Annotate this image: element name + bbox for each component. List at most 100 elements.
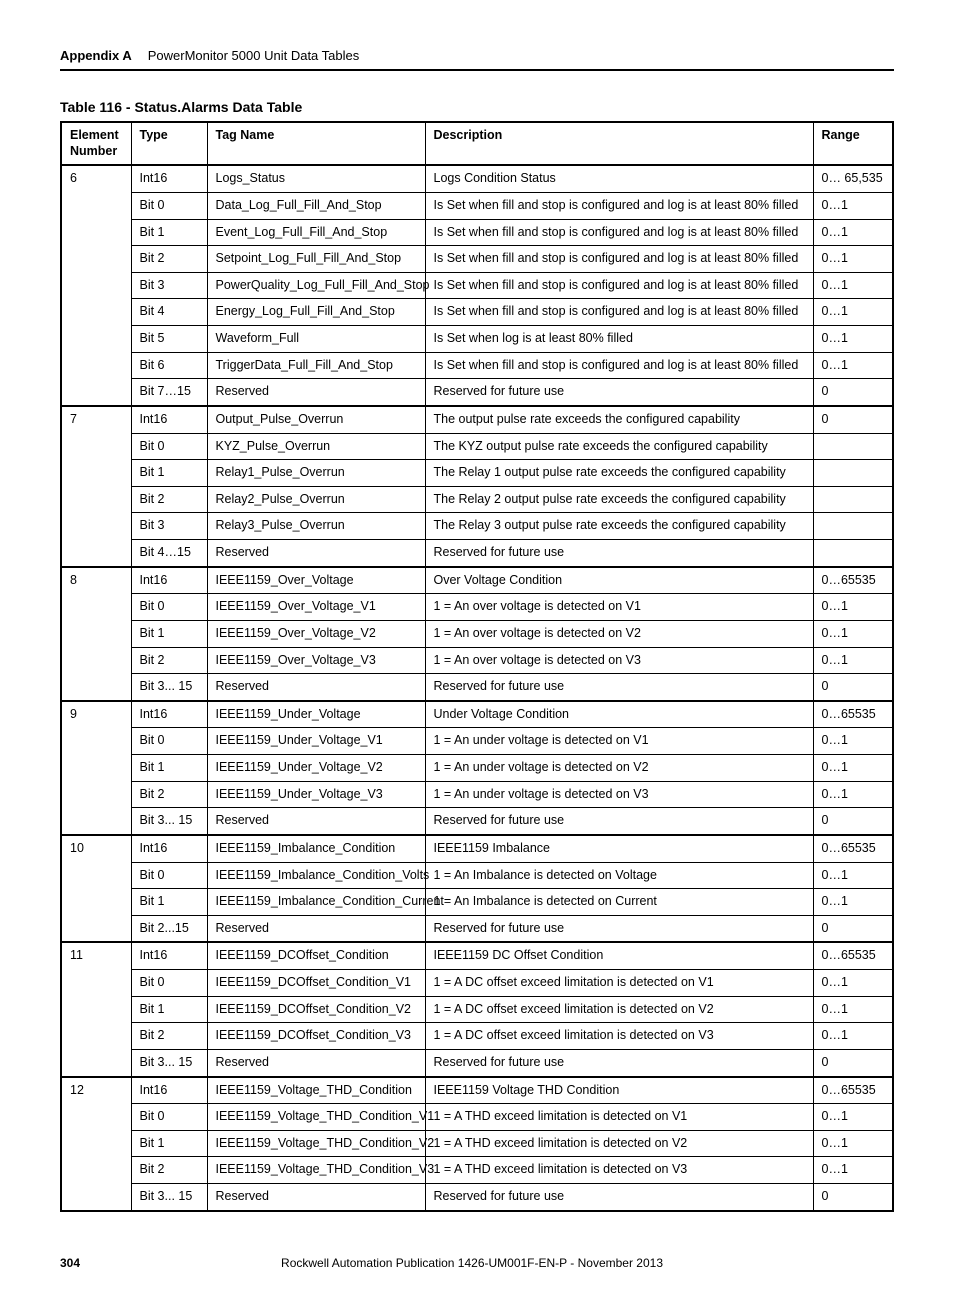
desc-cell: Reserved for future use bbox=[425, 1184, 813, 1211]
table-row: 8Int16IEEE1159_Over_VoltageOver Voltage … bbox=[61, 567, 893, 594]
range-cell: 0 bbox=[813, 379, 893, 406]
desc-cell: 1 = An over voltage is detected on V2 bbox=[425, 620, 813, 647]
col-element: Element Number bbox=[61, 122, 131, 165]
type-cell: Bit 2 bbox=[131, 486, 207, 513]
table-row: Bit 5Waveform_FullIs Set when log is at … bbox=[61, 326, 893, 353]
type-cell: Bit 2 bbox=[131, 781, 207, 808]
tag-cell: Reserved bbox=[207, 808, 425, 835]
desc-cell: 1 = An under voltage is detected on V2 bbox=[425, 755, 813, 782]
col-type: Type bbox=[131, 122, 207, 165]
table-header-row: Element Number Type Tag Name Description… bbox=[61, 122, 893, 165]
range-cell bbox=[813, 513, 893, 540]
table-row: Bit 2Setpoint_Log_Full_Fill_And_StopIs S… bbox=[61, 246, 893, 273]
tag-cell: Reserved bbox=[207, 674, 425, 701]
range-cell: 0…1 bbox=[813, 620, 893, 647]
table-row: Bit 3... 15ReservedReserved for future u… bbox=[61, 1184, 893, 1211]
range-cell bbox=[813, 433, 893, 460]
table-row: Bit 0KYZ_Pulse_OverrunThe KYZ output pul… bbox=[61, 433, 893, 460]
tag-cell: Data_Log_Full_Fill_And_Stop bbox=[207, 192, 425, 219]
tag-cell: IEEE1159_DCOffset_Condition_V1 bbox=[207, 970, 425, 997]
element-number: 7 bbox=[61, 406, 131, 567]
type-cell: Int16 bbox=[131, 835, 207, 862]
table-row: 12Int16IEEE1159_Voltage_THD_ConditionIEE… bbox=[61, 1077, 893, 1104]
page-header: Appendix A PowerMonitor 5000 Unit Data T… bbox=[60, 48, 894, 71]
desc-cell: Is Set when fill and stop is configured … bbox=[425, 219, 813, 246]
type-cell: Bit 1 bbox=[131, 219, 207, 246]
range-cell: 0 bbox=[813, 808, 893, 835]
tag-cell: Reserved bbox=[207, 915, 425, 942]
type-cell: Bit 0 bbox=[131, 728, 207, 755]
range-cell: 0…1 bbox=[813, 781, 893, 808]
desc-cell: Reserved for future use bbox=[425, 540, 813, 567]
type-cell: Bit 7…15 bbox=[131, 379, 207, 406]
table-row: Bit 3... 15ReservedReserved for future u… bbox=[61, 808, 893, 835]
type-cell: Bit 3... 15 bbox=[131, 808, 207, 835]
type-cell: Bit 3... 15 bbox=[131, 1049, 207, 1076]
type-cell: Bit 3... 15 bbox=[131, 1184, 207, 1211]
range-cell: 0…1 bbox=[813, 647, 893, 674]
desc-cell: 1 = A THD exceed limitation is detected … bbox=[425, 1157, 813, 1184]
table-row: Bit 1IEEE1159_Over_Voltage_V21 = An over… bbox=[61, 620, 893, 647]
table-title: Table 116 - Status.Alarms Data Table bbox=[60, 99, 894, 115]
tag-cell: IEEE1159_DCOffset_Condition_V3 bbox=[207, 1023, 425, 1050]
desc-cell: Logs Condition Status bbox=[425, 165, 813, 192]
tag-cell: Output_Pulse_Overrun bbox=[207, 406, 425, 433]
range-cell bbox=[813, 486, 893, 513]
type-cell: Bit 0 bbox=[131, 594, 207, 621]
tag-cell: KYZ_Pulse_Overrun bbox=[207, 433, 425, 460]
desc-cell: 1 = An Imbalance is detected on Current bbox=[425, 889, 813, 916]
type-cell: Bit 1 bbox=[131, 1130, 207, 1157]
range-cell: 0…1 bbox=[813, 219, 893, 246]
tag-cell: Reserved bbox=[207, 540, 425, 567]
range-cell: 0…1 bbox=[813, 970, 893, 997]
type-cell: Bit 1 bbox=[131, 889, 207, 916]
type-cell: Bit 2 bbox=[131, 647, 207, 674]
tag-cell: IEEE1159_Voltage_THD_Condition_V2 bbox=[207, 1130, 425, 1157]
range-cell bbox=[813, 540, 893, 567]
range-cell: 0…1 bbox=[813, 1130, 893, 1157]
tag-cell: Reserved bbox=[207, 1049, 425, 1076]
type-cell: Bit 3 bbox=[131, 513, 207, 540]
desc-cell: Reserved for future use bbox=[425, 379, 813, 406]
range-cell: 0…1 bbox=[813, 326, 893, 353]
type-cell: Bit 1 bbox=[131, 996, 207, 1023]
tag-cell: PowerQuality_Log_Full_Fill_And_Stop bbox=[207, 272, 425, 299]
type-cell: Bit 1 bbox=[131, 620, 207, 647]
range-cell: 0…65535 bbox=[813, 942, 893, 969]
desc-cell: 1 = An under voltage is detected on V3 bbox=[425, 781, 813, 808]
tag-cell: IEEE1159_Under_Voltage_V2 bbox=[207, 755, 425, 782]
page-number: 304 bbox=[60, 1256, 80, 1270]
tag-cell: IEEE1159_Over_Voltage_V1 bbox=[207, 594, 425, 621]
tag-cell: IEEE1159_Imbalance_Condition_Volts bbox=[207, 862, 425, 889]
desc-cell: The Relay 3 output pulse rate exceeds th… bbox=[425, 513, 813, 540]
desc-cell: IEEE1159 Imbalance bbox=[425, 835, 813, 862]
type-cell: Bit 0 bbox=[131, 433, 207, 460]
type-cell: Bit 0 bbox=[131, 192, 207, 219]
type-cell: Int16 bbox=[131, 701, 207, 728]
tag-cell: IEEE1159_DCOffset_Condition_V2 bbox=[207, 996, 425, 1023]
table-row: Bit 3PowerQuality_Log_Full_Fill_And_Stop… bbox=[61, 272, 893, 299]
type-cell: Bit 1 bbox=[131, 460, 207, 487]
table-row: 10Int16IEEE1159_Imbalance_ConditionIEEE1… bbox=[61, 835, 893, 862]
doc-title: PowerMonitor 5000 Unit Data Tables bbox=[148, 48, 360, 63]
type-cell: Bit 5 bbox=[131, 326, 207, 353]
table-row: 6Int16Logs_StatusLogs Condition Status0…… bbox=[61, 165, 893, 192]
table-row: Bit 1IEEE1159_Imbalance_Condition_Curren… bbox=[61, 889, 893, 916]
desc-cell: 1 = A DC offset exceed limitation is det… bbox=[425, 996, 813, 1023]
tag-cell: Relay3_Pulse_Overrun bbox=[207, 513, 425, 540]
range-cell: 0 bbox=[813, 406, 893, 433]
type-cell: Bit 2 bbox=[131, 1157, 207, 1184]
table-row: 7Int16Output_Pulse_OverrunThe output pul… bbox=[61, 406, 893, 433]
table-row: Bit 0IEEE1159_Under_Voltage_V11 = An und… bbox=[61, 728, 893, 755]
table-row: Bit 0IEEE1159_Voltage_THD_Condition_V11 … bbox=[61, 1104, 893, 1131]
table-row: Bit 0Data_Log_Full_Fill_And_StopIs Set w… bbox=[61, 192, 893, 219]
table-row: 11Int16IEEE1159_DCOffset_ConditionIEEE11… bbox=[61, 942, 893, 969]
range-cell: 0…1 bbox=[813, 272, 893, 299]
type-cell: Bit 4 bbox=[131, 299, 207, 326]
desc-cell: 1 = A THD exceed limitation is detected … bbox=[425, 1130, 813, 1157]
table-row: 9Int16IEEE1159_Under_VoltageUnder Voltag… bbox=[61, 701, 893, 728]
element-number: 11 bbox=[61, 942, 131, 1076]
table-row: Bit 4Energy_Log_Full_Fill_And_StopIs Set… bbox=[61, 299, 893, 326]
type-cell: Bit 2 bbox=[131, 246, 207, 273]
desc-cell: The Relay 1 output pulse rate exceeds th… bbox=[425, 460, 813, 487]
